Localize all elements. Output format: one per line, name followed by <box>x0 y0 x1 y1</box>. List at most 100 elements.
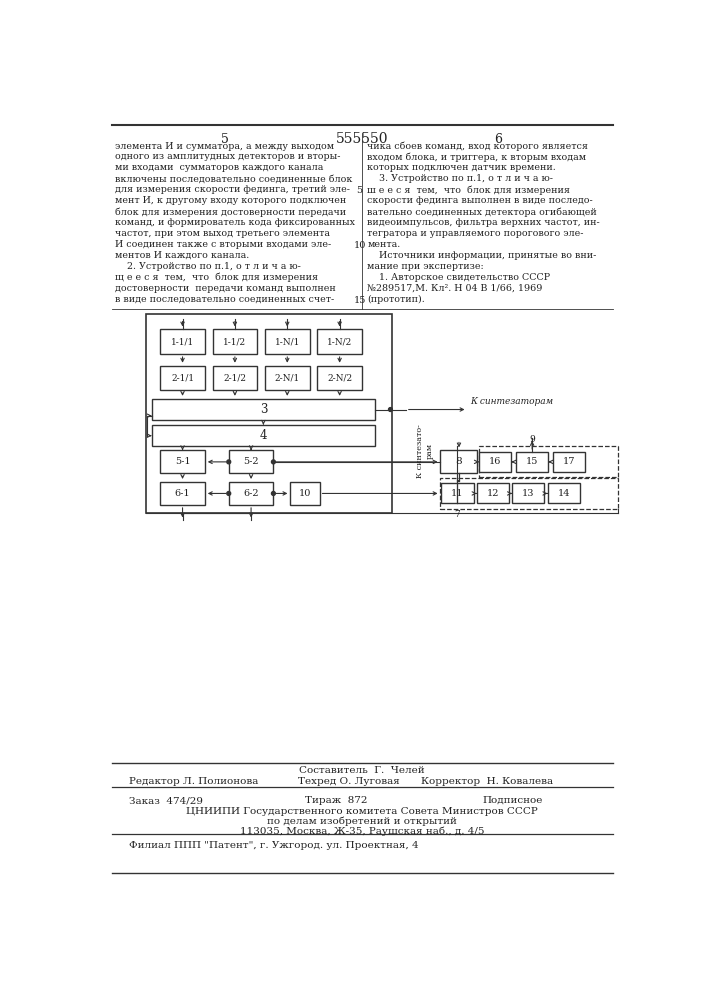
Text: Филиал ППП "Патент", г. Ужгород. ул. Проектная, 4: Филиал ППП "Патент", г. Ужгород. ул. Про… <box>129 841 419 850</box>
Text: 15: 15 <box>354 296 366 305</box>
Text: 2-1/1: 2-1/1 <box>171 373 194 382</box>
Text: команд, и формирователь кода фиксированных: команд, и формирователь кода фиксированн… <box>115 218 355 227</box>
Text: 17: 17 <box>563 457 575 466</box>
Text: Редактор Л. Полионова: Редактор Л. Полионова <box>129 777 258 786</box>
Text: вательно соединенных детектора огибающей: вательно соединенных детектора огибающей <box>368 207 597 217</box>
Text: для измерения скорости фединга, третий эле-: для измерения скорости фединга, третий э… <box>115 185 350 194</box>
Text: ментов И каждого канала.: ментов И каждого канала. <box>115 251 249 260</box>
Text: 1-1/1: 1-1/1 <box>171 337 194 346</box>
Text: 7: 7 <box>455 510 460 519</box>
Text: Источники информации, принятые во вни-: Источники информации, принятые во вни- <box>368 251 597 260</box>
Circle shape <box>389 408 392 411</box>
Bar <box>160 482 205 505</box>
Bar <box>479 446 618 477</box>
Bar <box>160 329 205 354</box>
Bar <box>547 483 580 503</box>
Text: чика сбоев команд, вход которого является: чика сбоев команд, вход которого являетс… <box>368 142 588 151</box>
Bar <box>160 366 205 390</box>
Text: 2-N/2: 2-N/2 <box>327 373 352 382</box>
Bar <box>229 482 274 505</box>
Text: мент И, к другому входу которого подключен: мент И, к другому входу которого подключ… <box>115 196 346 205</box>
Text: 10: 10 <box>299 489 311 498</box>
Circle shape <box>271 492 275 495</box>
Text: щ е е с я  тем,  что  блок для измерения: щ е е с я тем, что блок для измерения <box>115 273 318 282</box>
Text: одного из амплитудных детекторов и вторы-: одного из амплитудных детекторов и вторы… <box>115 152 340 161</box>
Text: видеоимпульсов, фильтра верхних частот, ин-: видеоимпульсов, фильтра верхних частот, … <box>368 218 600 227</box>
Bar <box>317 329 362 354</box>
Circle shape <box>227 460 230 464</box>
Text: 6-2: 6-2 <box>243 489 259 498</box>
Text: частот, при этом выход третьего элемента: частот, при этом выход третьего элемента <box>115 229 329 238</box>
Bar <box>213 366 257 390</box>
Bar <box>152 425 375 446</box>
Text: 1-N/2: 1-N/2 <box>327 337 352 346</box>
Bar <box>317 366 362 390</box>
Text: 14: 14 <box>557 489 570 498</box>
Text: Тираж  872: Тираж 872 <box>305 796 368 805</box>
Text: Подписное: Подписное <box>483 796 543 805</box>
Text: 5-1: 5-1 <box>175 457 190 466</box>
Text: К синтезаторам: К синтезаторам <box>469 397 553 406</box>
Text: 8: 8 <box>455 457 462 466</box>
Text: ЦНИИПИ Государственного комитета Совета Министров СССР: ЦНИИПИ Государственного комитета Совета … <box>186 807 538 816</box>
Text: входом блока, и триггера, к вторым входам: входом блока, и триггера, к вторым входа… <box>368 152 587 162</box>
Text: (прототип).: (прототип). <box>368 295 425 304</box>
Text: К синтезато-
рам: К синтезато- рам <box>416 424 434 478</box>
Text: Составитель  Г.  Челей: Составитель Г. Челей <box>299 766 425 775</box>
Text: 5: 5 <box>356 186 363 195</box>
Text: мание при экспертизе:: мание при экспертизе: <box>368 262 484 271</box>
Bar <box>477 483 509 503</box>
Text: достоверности  передачи команд выполнен: достоверности передачи команд выполнен <box>115 284 336 293</box>
Text: скорости фединга выполнен в виде последо-: скорости фединга выполнен в виде последо… <box>368 196 593 205</box>
Text: 13: 13 <box>522 489 534 498</box>
Text: 555550: 555550 <box>336 132 388 146</box>
Text: 5: 5 <box>221 133 229 146</box>
Text: 10: 10 <box>354 241 366 250</box>
Text: блок для измерения достоверности передачи: блок для измерения достоверности передач… <box>115 207 346 217</box>
Text: включены последовательно соединенные блок: включены последовательно соединенные бло… <box>115 174 352 183</box>
Text: которых подключен датчик времени.: которых подключен датчик времени. <box>368 163 556 172</box>
Text: Корректор  Н. Ковалева: Корректор Н. Ковалева <box>421 777 554 786</box>
Text: 16: 16 <box>489 457 501 466</box>
Text: 2-1/2: 2-1/2 <box>223 373 247 382</box>
Bar <box>160 450 205 473</box>
Text: 113035, Москва, Ж-35, Раушская наб., д. 4/5: 113035, Москва, Ж-35, Раушская наб., д. … <box>240 826 484 836</box>
Bar <box>229 450 274 473</box>
Bar <box>213 329 257 354</box>
Text: 3. Устройство по п.1, о т л и ч а ю-: 3. Устройство по п.1, о т л и ч а ю- <box>368 174 554 183</box>
Bar <box>152 399 375 420</box>
Bar <box>479 452 511 472</box>
Text: 6-1: 6-1 <box>175 489 190 498</box>
Text: тегратора и управляемого порогового эле-: тегратора и управляемого порогового эле- <box>368 229 584 238</box>
Text: 5-2: 5-2 <box>243 457 259 466</box>
Text: 15: 15 <box>526 457 538 466</box>
Text: мента.: мента. <box>368 240 401 249</box>
Text: ми входами  сумматоров каждого канала: ми входами сумматоров каждого канала <box>115 163 323 172</box>
Bar <box>441 483 474 503</box>
Bar <box>440 478 618 509</box>
Text: 11: 11 <box>451 489 464 498</box>
Text: 2-N/1: 2-N/1 <box>274 373 300 382</box>
Bar <box>440 450 477 473</box>
Text: 3: 3 <box>259 403 267 416</box>
Text: 6: 6 <box>494 133 502 146</box>
Text: ш е е с я  тем,  что  блок для измерения: ш е е с я тем, что блок для измерения <box>368 185 571 195</box>
Bar <box>516 452 549 472</box>
Text: Техред О. Луговая: Техред О. Луговая <box>298 777 399 786</box>
Text: в виде последовательно соединенных счет-: в виде последовательно соединенных счет- <box>115 295 334 304</box>
Text: 1. Авторское свидетельство СССР: 1. Авторское свидетельство СССР <box>368 273 551 282</box>
Text: 1-N/1: 1-N/1 <box>274 337 300 346</box>
Bar <box>265 366 310 390</box>
Circle shape <box>271 460 275 464</box>
Text: №289517,М. Кл². Н 04 В 1/66, 1969: №289517,М. Кл². Н 04 В 1/66, 1969 <box>368 284 543 293</box>
Text: 9: 9 <box>530 435 535 444</box>
Bar <box>265 329 310 354</box>
Text: 2. Устройство по п.1, о т л и ч а ю-: 2. Устройство по п.1, о т л и ч а ю- <box>115 262 300 271</box>
Text: по делам изобретений и открытий: по делам изобретений и открытий <box>267 817 457 826</box>
Text: Заказ  474/29: Заказ 474/29 <box>129 796 203 805</box>
Text: 1-1/2: 1-1/2 <box>223 337 247 346</box>
Bar <box>512 483 544 503</box>
Bar <box>291 482 320 505</box>
Text: 12: 12 <box>486 489 499 498</box>
Bar <box>553 452 585 472</box>
